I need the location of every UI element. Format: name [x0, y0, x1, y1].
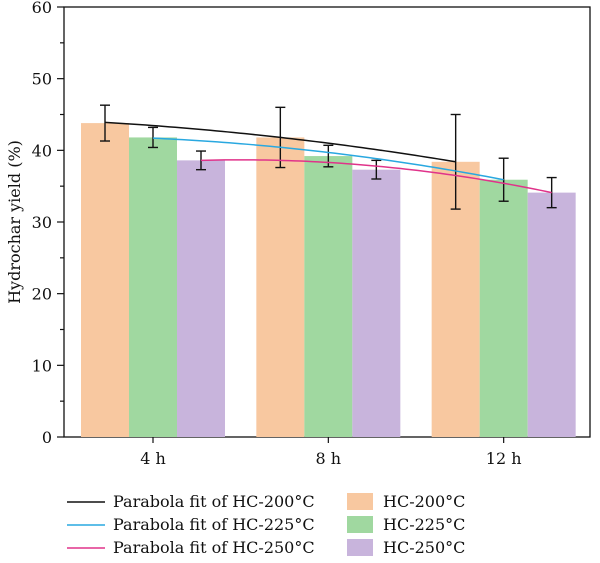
bar [527, 192, 576, 437]
legend-label: Parabola fit of HC-250°C [113, 538, 315, 557]
y-tick-label: 60 [32, 0, 52, 17]
bar [304, 156, 353, 438]
fit-lines [104, 121, 552, 194]
y-tick-label: 0 [42, 428, 52, 447]
legend: Parabola fit of HC-200°C Parabola fit of … [67, 492, 465, 557]
y-tick-label: 40 [32, 141, 52, 160]
bar [479, 179, 528, 437]
bar [81, 123, 129, 437]
legend-label: HC-225°C [383, 515, 465, 534]
fit-line [104, 121, 456, 163]
y-axis-title: Hydrochar yield (%) [5, 140, 24, 304]
bars [81, 123, 576, 438]
y-tick-label: 30 [32, 213, 52, 232]
legend-swatch-box [347, 539, 373, 556]
x-tick-label: 12 h [486, 449, 522, 468]
fit-line [200, 159, 552, 194]
legend-label: HC-200°C [383, 492, 465, 511]
legend-swatch-box [347, 516, 373, 533]
y-tick-label: 10 [32, 356, 52, 375]
bar [256, 137, 305, 437]
x-tick-label: 4 h [140, 449, 166, 468]
legend-label: HC-250°C [383, 538, 465, 557]
legend-label: Parabola fit of HC-200°C [113, 492, 315, 511]
x-tick-label: 8 h [316, 449, 342, 468]
legend-label: Parabola fit of HC-225°C [113, 515, 315, 534]
bar [129, 137, 177, 437]
bar [352, 169, 401, 437]
tick-labels: 0 10 20 30 40 50 60 4 h 8 h 12 h [32, 0, 522, 468]
fit-line [152, 137, 504, 181]
y-tick-label: 20 [32, 285, 52, 304]
y-tick-label: 50 [32, 70, 52, 89]
bar [177, 160, 225, 437]
legend-swatch-box [347, 493, 373, 510]
